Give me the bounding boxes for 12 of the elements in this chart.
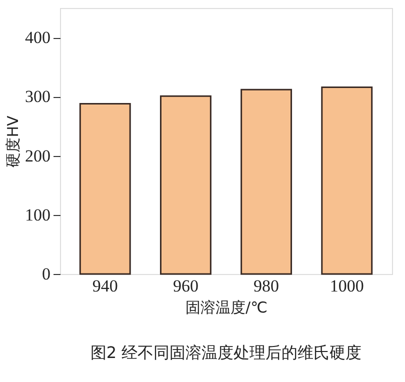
- y-tick-label: 400: [25, 28, 50, 48]
- y-tick-label: 0: [42, 264, 50, 284]
- y-tick-label: 200: [25, 146, 50, 166]
- x-tick-label: 1000: [330, 276, 364, 296]
- x-tick-label: 960: [172, 276, 198, 296]
- x-tick-label: 940: [92, 276, 118, 296]
- y-tick-label: 300: [25, 87, 50, 106]
- x-tick-label: 980: [254, 276, 280, 296]
- x-axis-title: 固溶温度/℃: [186, 298, 268, 316]
- y-tick-label: 100: [25, 205, 50, 224]
- y-axis-title: 硬度HV: [4, 114, 22, 168]
- text: 图2 经不同固溶温度处理后的维氏硬度: [90, 343, 362, 362]
